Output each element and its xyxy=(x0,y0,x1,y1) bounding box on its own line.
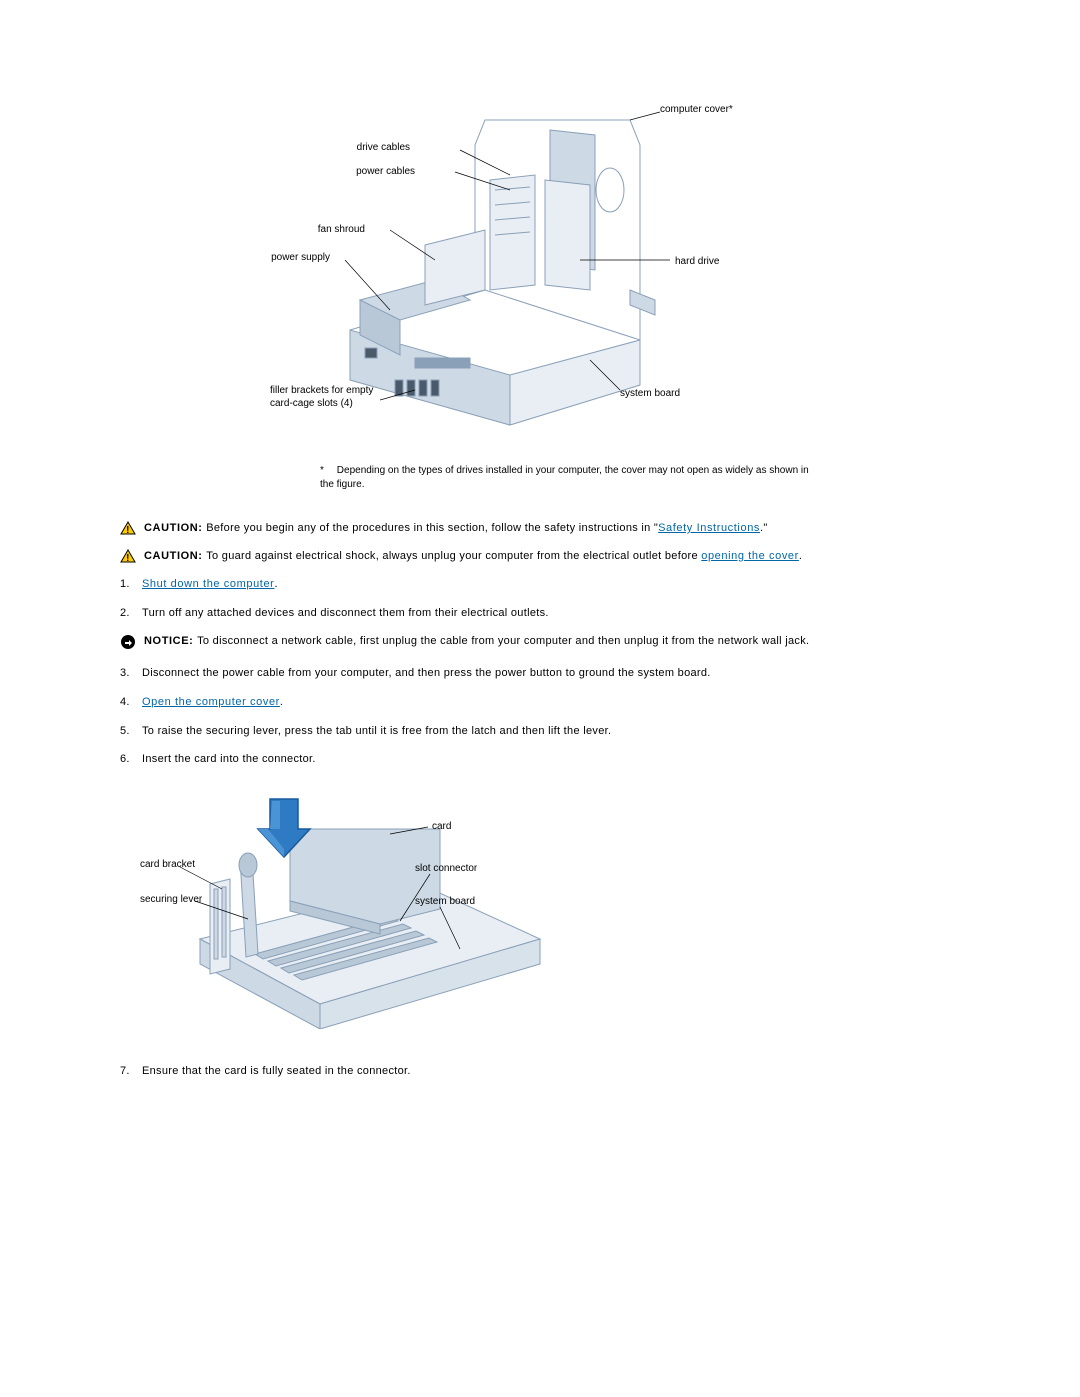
step-7: 7. Ensure that the card is fully seated … xyxy=(120,1062,960,1081)
label-filler-brackets-2: card-cage slots (4) xyxy=(270,398,353,409)
caution-icon: ! xyxy=(120,521,136,535)
notice-1: NOTICE: To disconnect a network cable, f… xyxy=(120,633,960,651)
step-1-after: . xyxy=(274,578,277,590)
steps-list-3: 7. Ensure that the card is fully seated … xyxy=(120,1062,960,1081)
label-card: card xyxy=(432,821,451,832)
step-5: 5. To raise the securing lever, press th… xyxy=(120,722,960,741)
step-7-num: 7. xyxy=(120,1062,142,1081)
step-6: 6. Insert the card into the connector. xyxy=(120,750,960,769)
step-1-link[interactable]: Shut down the computer xyxy=(142,578,274,590)
footnote-bullet: * xyxy=(320,464,334,478)
svg-text:!: ! xyxy=(126,525,130,535)
step-4-after: . xyxy=(280,696,283,708)
label-securing-lever: securing lever xyxy=(140,894,203,905)
caution-2-after: . xyxy=(799,550,802,562)
step-6-num: 6. xyxy=(120,750,142,769)
footnote-text: Depending on the types of drives install… xyxy=(320,465,809,490)
step-2: 2. Turn off any attached devices and dis… xyxy=(120,604,960,623)
step-5-text: To raise the securing lever, press the t… xyxy=(142,722,960,741)
caution-1-link[interactable]: Safety Instructions xyxy=(658,522,760,534)
step-4-link[interactable]: Open the computer cover xyxy=(142,696,280,708)
caution-1: ! CAUTION: Before you begin any of the p… xyxy=(120,520,960,538)
label-system-board-2: system board xyxy=(415,896,475,907)
step-3: 3. Disconnect the power cable from your … xyxy=(120,664,960,683)
label-power-cables: power cables xyxy=(356,166,415,177)
figure-card-insertion: card card bracket slot connector securin… xyxy=(140,789,600,1029)
step-7-text: Ensure that the card is fully seated in … xyxy=(142,1062,960,1081)
caution-1-prefix: CAUTION: xyxy=(144,522,206,534)
step-2-num: 2. xyxy=(120,604,142,623)
caution-2-link[interactable]: opening the cover xyxy=(701,550,799,562)
label-hard-drive: hard drive xyxy=(675,256,720,267)
label-fan-shroud: fan shroud xyxy=(318,224,365,235)
label-slot-connector: slot connector xyxy=(415,863,478,874)
caution-2-before: To guard against electrical shock, alway… xyxy=(206,550,701,562)
svg-text:!: ! xyxy=(126,553,130,563)
caution-1-after: ." xyxy=(760,522,768,534)
label-filler-brackets-1: filler brackets for empty xyxy=(270,385,373,396)
step-1: 1. Shut down the computer. xyxy=(120,575,960,594)
label-computer-cover: computer cover* xyxy=(660,104,733,115)
caution-2-prefix: CAUTION: xyxy=(144,550,206,562)
notice-prefix: NOTICE: xyxy=(144,635,197,647)
label-system-board: system board xyxy=(620,388,680,399)
step-5-num: 5. xyxy=(120,722,142,741)
step-3-num: 3. xyxy=(120,664,142,683)
caution-icon: ! xyxy=(120,549,136,563)
label-card-bracket: card bracket xyxy=(140,859,195,870)
steps-list-2: 3. Disconnect the power cable from your … xyxy=(120,664,960,769)
figure-computer-internals: computer cover* drive cables power cable… xyxy=(260,90,820,450)
step-4: 4. Open the computer cover. xyxy=(120,693,960,712)
step-4-num: 4. xyxy=(120,693,142,712)
notice-icon xyxy=(120,634,136,650)
step-6-text: Insert the card into the connector. xyxy=(142,750,960,769)
label-drive-cables: drive cables xyxy=(357,142,410,153)
notice-text: To disconnect a network cable, first unp… xyxy=(197,635,809,647)
label-power-supply: power supply xyxy=(271,252,330,263)
step-1-num: 1. xyxy=(120,575,142,594)
step-2-text: Turn off any attached devices and discon… xyxy=(142,604,960,623)
caution-1-before: Before you begin any of the procedures i… xyxy=(206,522,658,534)
step-3-text: Disconnect the power cable from your com… xyxy=(142,664,960,683)
caution-2: ! CAUTION: To guard against electrical s… xyxy=(120,548,960,566)
steps-list-1: 1. Shut down the computer. 2. Turn off a… xyxy=(120,575,960,622)
